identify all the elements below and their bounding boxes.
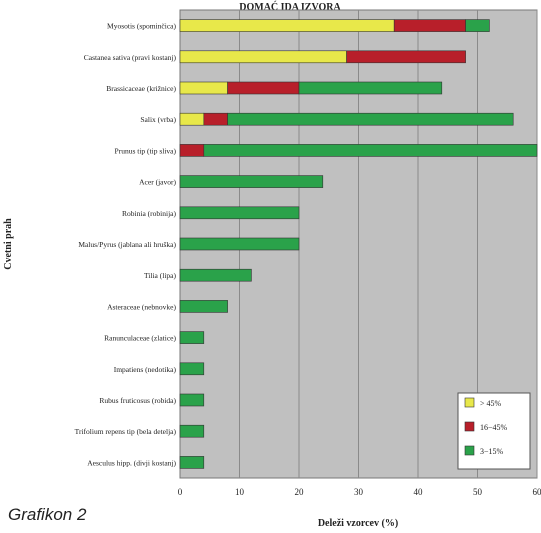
bar-segment bbox=[179, 362, 205, 376]
category-label: Myosotis (spominčica) bbox=[107, 22, 176, 31]
x-tick-label: 0 bbox=[178, 487, 183, 497]
bar-segment bbox=[298, 81, 443, 95]
bar-segment bbox=[203, 144, 538, 157]
category-label: Tilia (lipa) bbox=[144, 271, 177, 280]
legend-label: 16−45% bbox=[480, 423, 508, 432]
bar-segment bbox=[179, 81, 228, 95]
x-tick-labels: 0 10 20 30 40 50 60 bbox=[178, 487, 541, 497]
category-label: Aesculus hipp. (divji kostanj) bbox=[87, 458, 176, 467]
category-label: Rubus fruticosus (robida) bbox=[99, 396, 176, 405]
category-label: Impatiens (nedotika) bbox=[114, 365, 177, 374]
bar-segment bbox=[179, 456, 205, 469]
category-label: Malus/Pyrus (jablana ali hruška) bbox=[78, 240, 176, 249]
bars bbox=[179, 19, 538, 469]
category-label: Acer (javor) bbox=[139, 178, 176, 187]
x-axis-label: Deleži vzorcev (%) bbox=[318, 518, 398, 529]
category-label: Salix (vrba) bbox=[140, 115, 176, 124]
category-label: Trifolium repens tip (bela detelja) bbox=[75, 427, 177, 436]
category-labels: Myosotis (spominčica) Castanea sativa (pr… bbox=[75, 22, 177, 468]
bar-segment bbox=[179, 300, 228, 313]
bar-segment bbox=[179, 112, 205, 126]
legend-label: > 45% bbox=[480, 399, 502, 408]
x-tick-label: 40 bbox=[414, 487, 424, 497]
legend-swatch bbox=[464, 445, 475, 456]
bar-segment bbox=[393, 19, 466, 32]
bar-segment bbox=[346, 50, 466, 64]
bar-segment bbox=[203, 112, 228, 126]
bar-segment bbox=[227, 81, 300, 95]
x-tick-label: 50 bbox=[473, 487, 483, 497]
category-label: Prunus tip (tip sliva) bbox=[115, 146, 177, 155]
bar-segment bbox=[179, 393, 205, 407]
category-label: Castanea sativa (pravi kostanj) bbox=[84, 53, 177, 62]
y-axis-label: Cvetni prah bbox=[3, 218, 14, 270]
x-tick-label: 10 bbox=[235, 487, 245, 497]
category-label: Robinia (robinija) bbox=[122, 209, 176, 218]
category-label: Brassicaceae (križnice) bbox=[106, 84, 176, 93]
bar-segment bbox=[179, 268, 252, 282]
category-label: Ranunculaceae (zlatice) bbox=[104, 334, 176, 343]
x-tick-label: 60 bbox=[533, 487, 541, 497]
bar-segment bbox=[179, 331, 205, 344]
bar-segment bbox=[179, 237, 300, 251]
bar-segment bbox=[179, 424, 205, 438]
bar-segment bbox=[465, 19, 490, 32]
bar-segment bbox=[227, 112, 514, 126]
figure-caption: Grafikon 2 bbox=[8, 505, 87, 524]
bar-segment bbox=[179, 144, 205, 157]
legend: > 45% 16−45% 3−15% bbox=[457, 392, 531, 470]
bar-segment bbox=[179, 19, 395, 32]
category-label: Asteraceae (nebnovke) bbox=[107, 302, 176, 311]
bar-segment bbox=[179, 50, 347, 64]
x-tick-label: 30 bbox=[354, 487, 364, 497]
x-tick-label: 20 bbox=[295, 487, 305, 497]
bar-segment bbox=[179, 175, 324, 188]
bar-segment bbox=[179, 206, 300, 220]
legend-swatch bbox=[464, 421, 475, 432]
legend-swatch bbox=[464, 397, 475, 408]
legend-label: 3−15% bbox=[480, 447, 504, 456]
